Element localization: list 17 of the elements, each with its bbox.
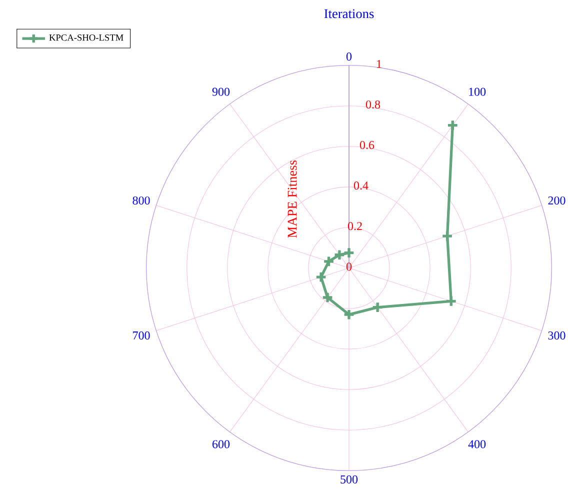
spoke-label: 300: [548, 331, 566, 340]
legend-label: KPCA-SHO-LSTM: [49, 34, 124, 41]
chart-title: Iterations: [324, 9, 374, 18]
spoke-label: 600: [212, 440, 230, 448]
y-tick-label: 0.6: [360, 140, 374, 150]
y-tick-label: 0.8: [366, 100, 380, 109]
spoke-label: 400: [468, 440, 486, 448]
spoke-label: 500: [340, 475, 358, 484]
spoke-label: 900: [212, 88, 230, 96]
spoke-label: 700: [133, 331, 150, 340]
text: MAPE Fitness: [288, 160, 297, 238]
y-tick-label: 0.4: [354, 182, 368, 190]
y-tick-label: 0.2: [348, 222, 362, 230]
y-tick-label: 1: [377, 60, 382, 68]
spoke-label: 100: [469, 88, 486, 96]
spoke-label: 800: [132, 196, 150, 205]
spoke-label: 200: [548, 196, 566, 205]
